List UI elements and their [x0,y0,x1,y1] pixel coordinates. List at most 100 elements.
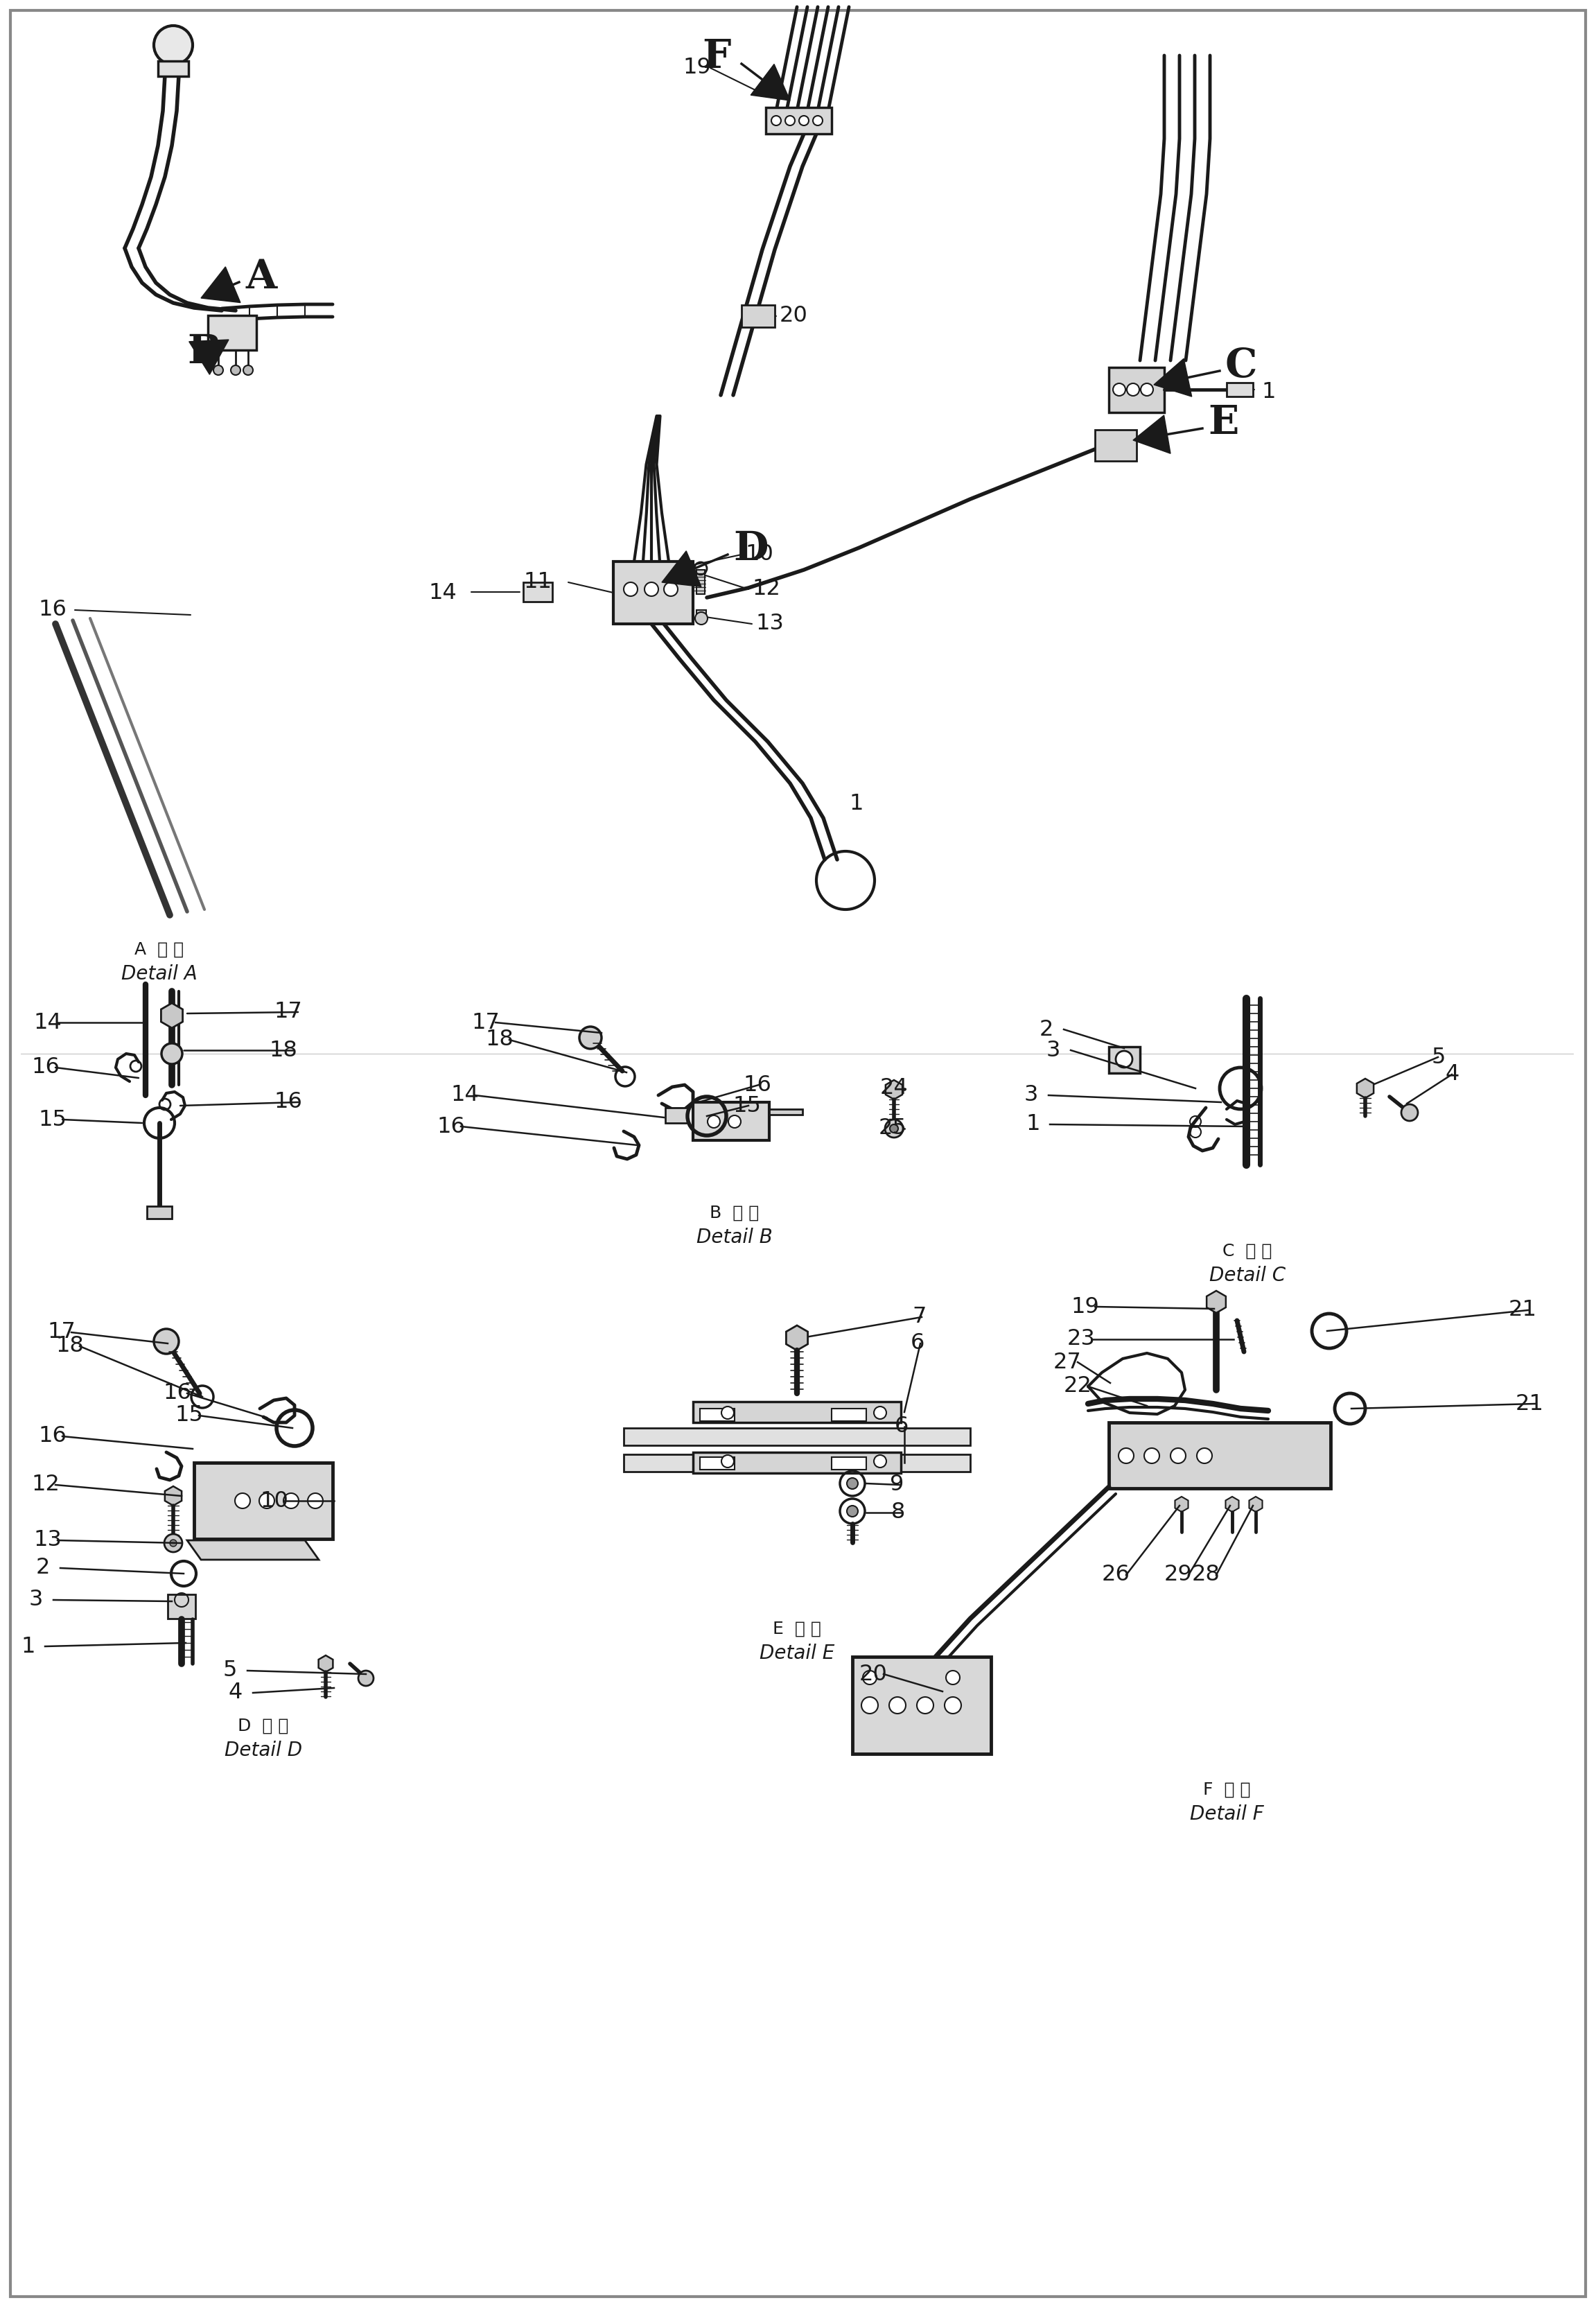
Text: C  詳 細: C 詳 細 [1223,1243,1272,1260]
Circle shape [1197,1449,1211,1463]
Circle shape [696,611,707,625]
Text: 1: 1 [1261,381,1275,401]
Text: D  詳 細: D 詳 細 [238,1719,289,1735]
Text: 6: 6 [895,1416,908,1437]
Bar [158,60,188,76]
Text: 23: 23 [1068,1329,1095,1350]
Circle shape [771,115,780,125]
Text: Detail F: Detail F [1189,1804,1264,1825]
Circle shape [284,1493,298,1509]
Text: 5: 5 [223,1661,238,1682]
Circle shape [169,1539,177,1546]
Circle shape [800,115,809,125]
Text: 18: 18 [268,1040,297,1061]
Circle shape [259,1493,275,1509]
Text: 1: 1 [849,794,863,814]
Text: Detail A: Detail A [121,964,198,983]
Text: 2: 2 [1039,1020,1053,1040]
Text: 17: 17 [275,1001,302,1022]
Bar [742,305,774,328]
Bar [613,561,693,623]
Bar [696,609,705,616]
Text: 14: 14 [34,1013,62,1034]
Bar [624,1428,970,1446]
Circle shape [1401,1105,1417,1121]
Text: 1: 1 [1026,1114,1041,1135]
Circle shape [645,581,659,595]
Text: 8: 8 [891,1502,905,1523]
Circle shape [308,1493,322,1509]
Bar [1109,1047,1140,1073]
Text: F  詳 細: F 詳 細 [1203,1781,1250,1797]
Text: E  詳 細: E 詳 細 [772,1622,822,1638]
Circle shape [707,1114,720,1128]
Text: 10: 10 [260,1490,289,1511]
Circle shape [153,25,193,65]
Circle shape [875,1407,886,1419]
Bar [832,1458,867,1470]
Text: 22: 22 [1065,1375,1092,1398]
Text: E: E [1208,404,1238,443]
Bar [207,316,257,351]
Bar [693,1103,769,1140]
Bar [1109,367,1163,413]
Text: 16: 16 [32,1057,59,1077]
Circle shape [1144,1449,1159,1463]
Polygon shape [188,339,228,374]
Text: 15: 15 [38,1110,67,1130]
Polygon shape [662,551,701,586]
Text: 10: 10 [745,544,774,565]
Text: 15: 15 [733,1096,761,1117]
Circle shape [624,581,637,595]
Circle shape [721,1407,734,1419]
Text: 3: 3 [1047,1040,1061,1061]
Bar [766,108,832,134]
Text: 3: 3 [29,1590,43,1610]
Text: 6: 6 [911,1333,924,1354]
Polygon shape [1133,415,1170,454]
Text: 16: 16 [742,1075,771,1096]
Circle shape [579,1027,602,1050]
Circle shape [1141,383,1154,397]
Circle shape [358,1670,373,1686]
Bar [701,1410,734,1421]
Bar [666,1107,688,1124]
Text: Detail B: Detail B [696,1227,772,1248]
Text: 17: 17 [48,1322,75,1343]
Circle shape [214,365,223,376]
Text: 24: 24 [879,1077,908,1098]
Circle shape [231,365,241,376]
Circle shape [945,1698,961,1714]
Circle shape [664,581,678,595]
Text: 12: 12 [32,1474,59,1495]
Circle shape [153,1329,179,1354]
Circle shape [1127,383,1140,397]
Bar [852,1656,991,1753]
Circle shape [812,115,822,125]
Text: Detail D: Detail D [225,1742,302,1760]
Text: 20: 20 [779,305,808,325]
Circle shape [847,1479,859,1488]
Text: 20: 20 [859,1663,887,1684]
Circle shape [728,1114,741,1128]
Text: 4: 4 [228,1682,243,1703]
Circle shape [875,1456,886,1467]
Text: B  詳 細: B 詳 細 [710,1204,760,1220]
Circle shape [863,1670,876,1684]
Text: 18: 18 [485,1029,514,1050]
Bar [523,581,552,602]
Text: 7: 7 [911,1306,926,1329]
Text: Detail E: Detail E [760,1643,835,1663]
Text: 5: 5 [1432,1047,1446,1068]
Text: 21: 21 [1508,1299,1537,1322]
Circle shape [862,1698,878,1714]
Circle shape [243,365,252,376]
Bar [195,1463,332,1539]
Bar [624,1453,970,1472]
Text: F: F [702,37,731,76]
Bar [1227,383,1253,397]
Polygon shape [187,1541,319,1560]
Text: A: A [246,258,278,298]
Text: 2: 2 [37,1557,49,1578]
Text: 19: 19 [683,58,710,78]
